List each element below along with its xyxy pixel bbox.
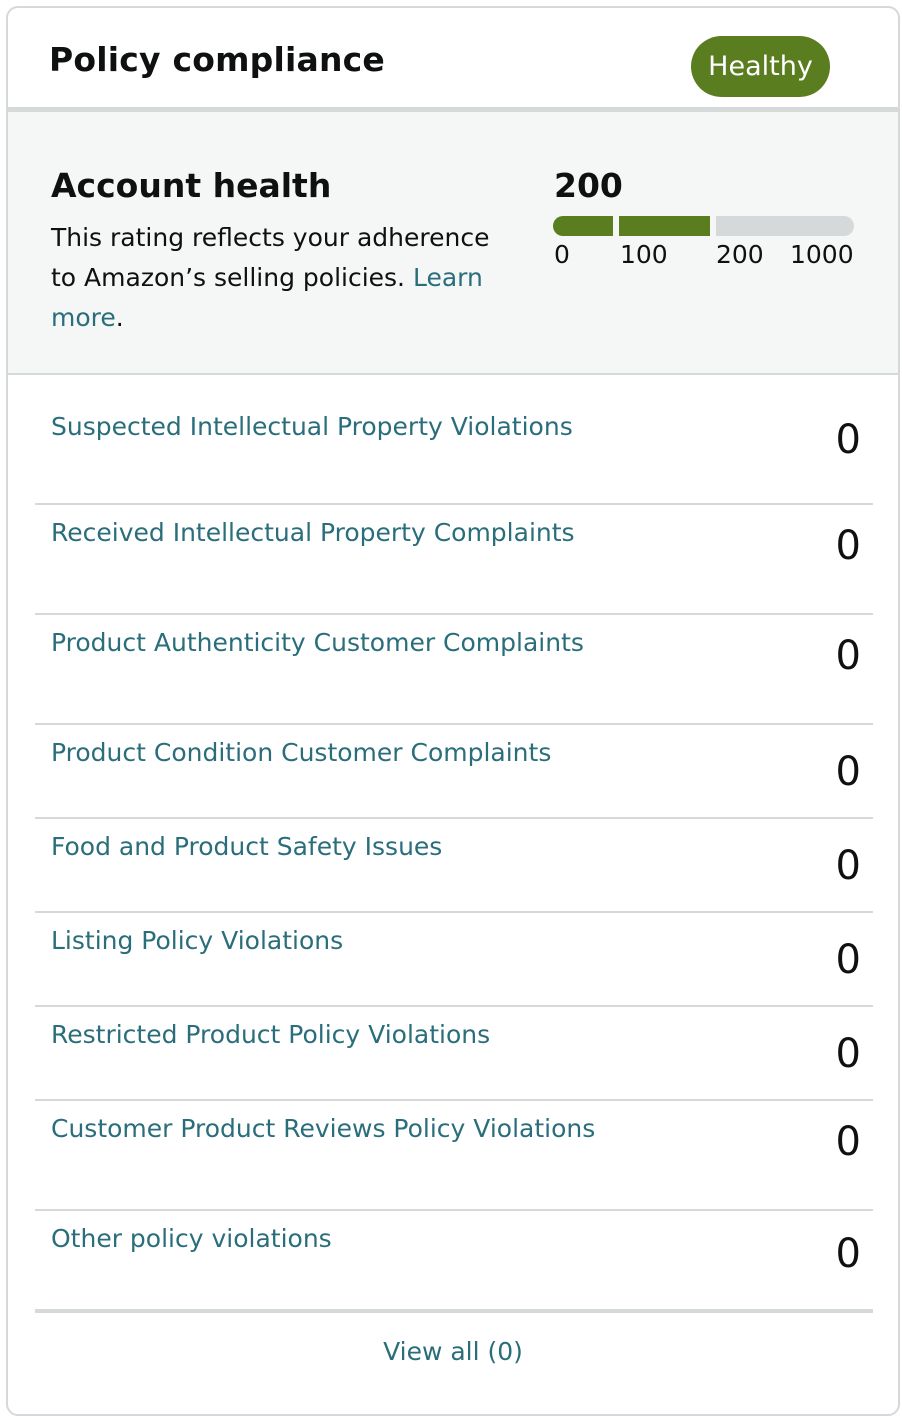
violation-link[interactable]: Product Condition Customer Complaints [51,738,552,767]
scale-label-0: 0 [554,240,570,269]
violation-link[interactable]: Restricted Product Policy Violations [51,1020,491,1049]
policy-compliance-card: Policy compliance Healthy Account health… [6,6,900,1416]
violation-count: 0 [835,937,861,983]
scale-label-1000: 1000 [790,240,854,269]
scale-label-200: 200 [716,240,764,269]
violation-row: Restricted Product Policy Violations 0 [35,1007,873,1101]
violation-row: Food and Product Safety Issues 0 [35,819,873,913]
violation-link[interactable]: Customer Product Reviews Policy Violatio… [51,1114,596,1143]
violation-row: Other policy violations 0 [35,1211,873,1309]
violation-link[interactable]: Other policy violations [51,1224,332,1253]
violation-link[interactable]: Received Intellectual Property Complaint… [51,518,575,547]
score-bar-segment-mid [619,216,710,236]
health-score: 200 [554,166,623,205]
violation-count: 0 [835,749,861,795]
card-title: Policy compliance [49,40,386,79]
score-bar-segment-low [553,216,613,236]
learn-more-link[interactable]: Learn more [51,263,483,332]
description-text: This rating reflects your adherence to A… [51,223,490,292]
violation-link[interactable]: Listing Policy Violations [51,926,344,955]
status-badge: Healthy [691,36,830,97]
description-period: . [115,303,124,332]
violation-row: Suspected Intellectual Property Violatio… [35,375,873,505]
score-bar-segment-high [716,216,854,236]
footer-divider [35,1309,873,1313]
violation-count: 0 [835,523,861,569]
violation-count: 0 [835,1119,861,1165]
violation-count: 0 [835,633,861,679]
violation-row: Product Authenticity Customer Complaints… [35,615,873,725]
card-header: Policy compliance Healthy [8,8,898,112]
account-health-description: This rating reflects your adherence to A… [51,218,511,338]
view-all-link[interactable]: View all (0) [383,1337,523,1366]
violation-row: Product Condition Customer Complaints 0 [35,725,873,819]
violation-link[interactable]: Product Authenticity Customer Complaints [51,628,584,657]
violation-count: 0 [835,843,861,889]
account-health-title: Account health [51,166,332,205]
violation-link[interactable]: Suspected Intellectual Property Violatio… [51,412,573,441]
violation-row: Customer Product Reviews Policy Violatio… [35,1101,873,1211]
violation-count: 0 [835,417,861,463]
violation-row: Listing Policy Violations 0 [35,913,873,1007]
violation-count: 0 [835,1031,861,1077]
scale-label-100: 100 [620,240,668,269]
violation-count: 0 [835,1231,861,1277]
violation-link[interactable]: Food and Product Safety Issues [51,832,443,861]
account-health-panel: Account health This rating reflects your… [8,112,898,375]
violation-row: Received Intellectual Property Complaint… [35,505,873,615]
